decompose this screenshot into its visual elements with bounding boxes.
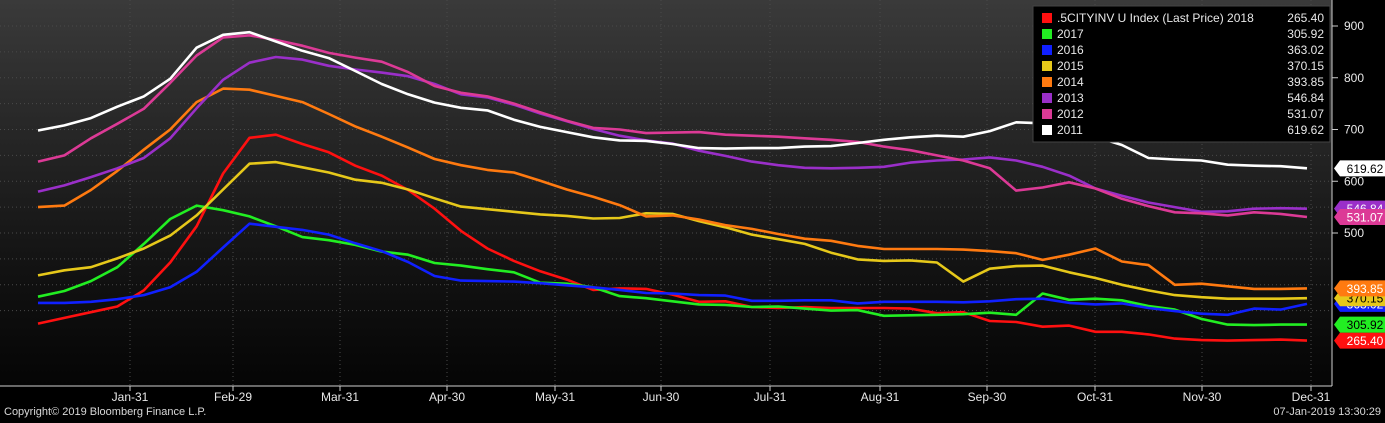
- x-tick-label: Nov-30: [1183, 390, 1222, 404]
- x-tick-label: Feb-29: [214, 390, 252, 404]
- y-tick-label: 700: [1344, 123, 1364, 137]
- legend-swatch-2014: [1042, 77, 1052, 87]
- last-value-tag-2017: [1334, 316, 1385, 333]
- y-tick-label: 900: [1344, 19, 1364, 33]
- legend-swatch-2013: [1042, 93, 1052, 103]
- legend-swatch-2018: [1042, 13, 1052, 23]
- series-line-2017: [37, 204, 1307, 327]
- legend-swatch-2012: [1042, 109, 1052, 119]
- legend-label-2014: 2014: [1057, 75, 1084, 89]
- last-value-label-2011: 619.62: [1347, 162, 1384, 176]
- series-line-2012: [37, 33, 1308, 219]
- legend-box: [1032, 5, 1331, 143]
- x-tick-label: Dec-31: [1292, 390, 1331, 404]
- series-line-2016: [38, 222, 1308, 317]
- legend-value-2017: 305.92: [1287, 27, 1324, 41]
- last-value-tag-2018: [1334, 332, 1385, 349]
- y-tick-label: 800: [1344, 71, 1364, 85]
- x-tick-label: Mar-31: [321, 390, 359, 404]
- legend-value-2014: 393.85: [1287, 75, 1324, 89]
- x-tick-label: Sep-30: [968, 390, 1007, 404]
- y-tick-label: 500: [1344, 226, 1364, 240]
- series-line-2015: [37, 160, 1308, 301]
- y-tick-label: 600: [1344, 174, 1364, 188]
- last-value-tag-2011: [1334, 160, 1385, 177]
- last-value-label-2014: 393.85: [1347, 282, 1384, 296]
- legend-swatch-2015: [1042, 61, 1052, 71]
- last-value-label-2017: 305.92: [1347, 318, 1384, 332]
- x-tick-label: Jan-31: [112, 390, 149, 404]
- legend-label-2015: 2015: [1057, 59, 1084, 73]
- x-tick-label: Jun-30: [643, 390, 680, 404]
- legend-swatch-2017: [1042, 29, 1052, 39]
- x-tick-label: Aug-31: [861, 390, 900, 404]
- legend-label-2011: 2011: [1057, 123, 1083, 137]
- legend-label-2017: 2017: [1057, 27, 1084, 41]
- x-tick-label: May-31: [535, 390, 575, 404]
- last-value-label-2018: 265.40: [1347, 334, 1384, 348]
- legend-value-2015: 370.15: [1287, 59, 1324, 73]
- legend-value-2011: 619.62: [1287, 123, 1324, 137]
- legend-label-2012: 2012: [1057, 107, 1084, 121]
- legend-label-2018: .5CITYINV U Index (Last Price) 2018: [1057, 11, 1254, 25]
- copyright-text: Copyright© 2019 Bloomberg Finance L.P.: [4, 406, 207, 418]
- x-tick-label: Apr-30: [429, 390, 465, 404]
- legend-swatch-2016: [1042, 45, 1052, 55]
- x-tick-label: Oct-31: [1077, 390, 1113, 404]
- legend-value-2018: 265.40: [1287, 11, 1324, 25]
- legend-swatch-2011: [1042, 125, 1052, 135]
- legend-label-2016: 2016: [1057, 43, 1084, 57]
- legend-value-2016: 363.02: [1287, 43, 1324, 57]
- legend-value-2013: 546.84: [1287, 91, 1324, 105]
- series-line-2014: [37, 87, 1308, 291]
- last-value-tag-2012: [1334, 208, 1385, 225]
- last-value-label-2012: 531.07: [1347, 210, 1384, 224]
- legend-value-2012: 531.07: [1287, 107, 1324, 121]
- timestamp-text: 07-Jan-2019 13:30:29: [1273, 406, 1381, 418]
- legend-label-2013: 2013: [1057, 91, 1084, 105]
- x-tick-label: Jul-31: [754, 390, 787, 404]
- last-value-tag-2014: [1334, 280, 1385, 297]
